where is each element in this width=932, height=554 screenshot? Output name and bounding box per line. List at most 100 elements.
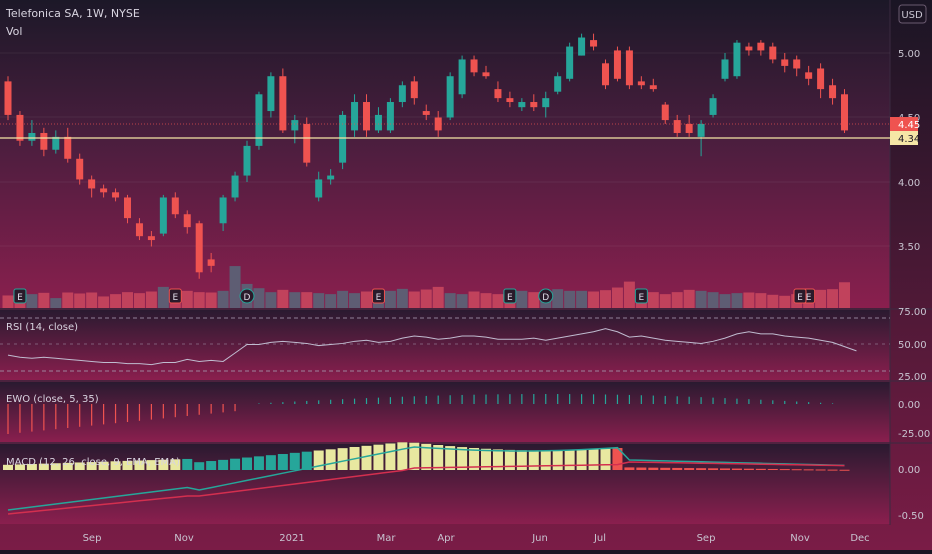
volume-bar: [289, 292, 301, 308]
volume-bar: [516, 290, 528, 308]
candle: [124, 194, 131, 224]
macd-hist-bar: [528, 450, 539, 470]
marker-letter: E: [17, 293, 23, 303]
candle: [673, 114, 681, 137]
candle-body: [267, 76, 275, 112]
macd-pane-bg: [0, 444, 890, 524]
volume-bar: [349, 293, 361, 308]
macd-hist-bar: [337, 448, 348, 470]
earnings-marker[interactable]: E: [168, 288, 182, 304]
volume-bar: [14, 299, 26, 308]
line-price-badge: [890, 131, 918, 145]
candle-body: [363, 102, 370, 131]
candle: [458, 55, 466, 99]
macd-hist-bar: [110, 461, 121, 470]
earnings-marker[interactable]: E: [793, 288, 807, 304]
volume-bar: [325, 294, 337, 308]
ewo-label: EWO (close, 5, 35): [6, 394, 99, 405]
candle: [52, 130, 60, 154]
dividend-marker[interactable]: D: [239, 288, 255, 304]
macd-hist-bar: [182, 458, 193, 470]
candle: [243, 140, 251, 182]
candle-body: [566, 46, 574, 79]
macd-hist-bar: [504, 449, 515, 470]
volume-bar: [313, 293, 325, 308]
macd-hist-bar: [516, 450, 527, 470]
volume-bar: [265, 292, 277, 308]
earnings-marker[interactable]: E: [13, 288, 27, 304]
candle: [841, 89, 848, 133]
candle-body: [76, 158, 84, 180]
candle: [793, 55, 801, 77]
macd-hist-bar: [146, 460, 157, 470]
macd-hist-bar: [158, 459, 169, 470]
macd-hist-bar: [313, 450, 324, 470]
candle-body: [578, 37, 586, 56]
candle: [542, 91, 550, 118]
candle-body: [637, 81, 645, 86]
macd-hist-bar: [827, 469, 838, 471]
volume-bar: [719, 294, 731, 308]
volume-bar: [38, 292, 50, 308]
currency-badge[interactable]: [898, 4, 927, 24]
macd-hist-bar: [253, 456, 264, 470]
candle: [171, 192, 179, 219]
candle-body: [16, 114, 24, 141]
symbol-title: Telefonica SA, 1W, NYSE: [5, 7, 140, 20]
candle-body: [530, 102, 538, 108]
macd-hist-bar: [540, 450, 551, 470]
time-tick: Jul: [593, 533, 606, 544]
volume-bar: [623, 281, 635, 308]
volume-bar: [2, 295, 14, 308]
marker-letter: E: [806, 293, 812, 303]
dividend-marker[interactable]: D: [538, 288, 554, 304]
rsi-tick: 25.00: [898, 372, 927, 383]
ewo-tick: 0.00: [898, 400, 920, 411]
candle-body: [602, 63, 609, 86]
ewo-pane-bg: [0, 382, 890, 442]
candle: [661, 102, 669, 124]
candle-body: [279, 76, 287, 131]
candle: [76, 153, 84, 185]
rsi-line: [7, 328, 857, 366]
earnings-marker[interactable]: E: [503, 288, 517, 304]
candle-body: [554, 76, 562, 92]
candle: [386, 98, 394, 133]
macd-hist-bar: [731, 468, 742, 470]
candle-body: [124, 197, 131, 219]
earnings-marker[interactable]: E: [634, 288, 648, 304]
candle: [422, 104, 430, 121]
volume-bar: [839, 282, 850, 308]
candle-body: [374, 114, 382, 131]
candle: [16, 111, 24, 146]
candle-body: [88, 179, 96, 189]
volume-bar: [659, 294, 671, 308]
time-axis[interactable]: Sep Nov 2021 Mar Apr Jun Jul Sep Nov Dec: [83, 533, 870, 544]
earnings-marker[interactable]: E: [371, 288, 385, 304]
macd-hist-bar: [672, 467, 683, 470]
macd-hist-bar: [134, 460, 145, 470]
candle-body: [100, 188, 108, 193]
event-markers[interactable]: E E D E E D E EE: [13, 288, 816, 304]
candle-body: [590, 40, 598, 47]
candle: [578, 33, 586, 56]
macd-hist-bar: [62, 462, 73, 470]
candle: [685, 114, 693, 137]
candle: [482, 65, 490, 79]
candle-body: [613, 50, 621, 79]
macd-hist-bar: [445, 446, 456, 470]
candle: [733, 40, 741, 79]
candle-body: [422, 111, 430, 115]
macd-hist-bar: [385, 443, 396, 470]
candle: [255, 91, 263, 150]
candle-body: [649, 85, 657, 90]
time-tick: Sep: [83, 533, 102, 544]
candle: [613, 46, 621, 82]
candle-body: [805, 72, 813, 79]
macd-hist-bar: [815, 469, 826, 471]
time-tick: Nov: [790, 533, 810, 544]
volume-bar: [528, 292, 540, 308]
candle-body: [661, 104, 669, 121]
